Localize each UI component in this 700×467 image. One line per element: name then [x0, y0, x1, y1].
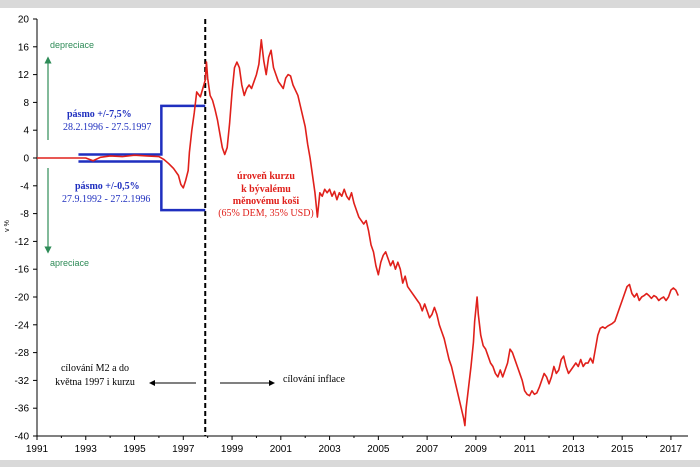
y-tick-label: 12 [18, 70, 30, 81]
x-tick-label: 2001 [270, 444, 293, 455]
y-tick-label: -16 [15, 265, 30, 276]
x-tick-label: 2009 [465, 444, 488, 455]
rate-label-line-3: měnovému koši [233, 196, 300, 207]
x-tick-label: 2013 [562, 444, 585, 455]
y-tick-label: 0 [23, 154, 29, 165]
depreciation-label: depreciace [50, 40, 94, 50]
appreciation-label: apreciace [50, 258, 89, 268]
x-tick-label: 2017 [660, 444, 683, 455]
y-axis-label: v % [4, 220, 11, 232]
x-tick-label: 2005 [367, 444, 390, 455]
band-wide-dates: 28.2.1996 - 27.5.1997 [63, 122, 151, 133]
axes [33, 18, 688, 440]
band-wide-title: pásmo +/-7,5% [67, 109, 132, 120]
y-tick-label: -8 [20, 209, 29, 220]
y-tick-label: -4 [20, 181, 29, 192]
y-tick-label: -20 [15, 293, 30, 304]
band-lower-line [78, 160, 206, 212]
regime-inflation-label: cílování inflace [283, 374, 345, 385]
y-tick-label: -36 [15, 404, 30, 415]
x-tick-label: 1991 [26, 444, 49, 455]
y-tick-label: -28 [15, 348, 30, 359]
x-tick-label: 1995 [123, 444, 146, 455]
rate-label-line-4: (65% DEM, 35% USD) [218, 208, 314, 219]
band-narrow-dates: 27.9.1992 - 27.2.1996 [62, 194, 150, 205]
regime-m2-line-1: cílování M2 a do [61, 363, 129, 374]
regime-m2-line-2: května 1997 i kurzu [55, 377, 135, 388]
y-tick-label: 8 [23, 98, 29, 109]
x-tick-label: 2011 [514, 444, 536, 455]
y-tick-label: -32 [15, 376, 30, 387]
y-tick-label: -24 [15, 320, 30, 331]
top-border [0, 0, 700, 8]
y-tick-label: 16 [18, 42, 30, 53]
y-tick-label: 4 [23, 126, 29, 137]
x-tick-label: 1993 [75, 444, 98, 455]
x-tick-label: 2015 [611, 444, 634, 455]
x-tick-label: 1997 [172, 444, 195, 455]
tick-labels: 201612840-4-8-12-16-20-24-28-32-36-40199… [15, 15, 683, 456]
y-tick-label: -12 [15, 237, 30, 248]
rate-label-line-2: k bývalému [241, 184, 291, 195]
y-tick-label: 20 [18, 15, 30, 26]
band-upper-line [78, 104, 206, 156]
band-narrow-title: pásmo +/-0,5% [75, 181, 140, 192]
exchange-rate-line [37, 39, 679, 427]
x-tick-label: 2007 [416, 444, 439, 455]
x-tick-label: 2003 [318, 444, 341, 455]
bottom-border [0, 460, 700, 467]
y-tick-label: -40 [15, 432, 30, 443]
rate-label-line-1: úroveň kurzu [237, 171, 295, 182]
x-tick-label: 1999 [221, 444, 244, 455]
plot-area [37, 19, 679, 436]
